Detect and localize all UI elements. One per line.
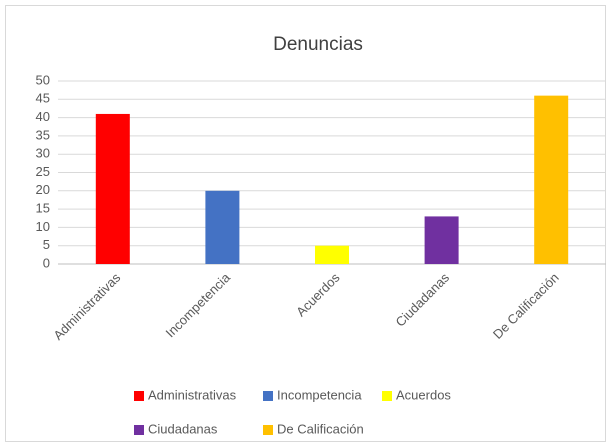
- legend-swatch: [134, 425, 144, 435]
- y-tick-label: 20: [36, 182, 50, 197]
- bar: [315, 245, 349, 264]
- legend-label: Administrativas: [148, 387, 237, 402]
- legend-label: De Calificación: [277, 421, 364, 436]
- bar: [534, 95, 569, 264]
- y-tick-label: 30: [36, 146, 50, 161]
- bar: [205, 190, 240, 264]
- legend-label: Acuerdos: [396, 387, 451, 402]
- y-tick-label: 35: [36, 127, 50, 142]
- chart-border: [5, 5, 606, 442]
- legend-swatch: [263, 425, 273, 435]
- y-tick-label: 40: [36, 109, 50, 124]
- legend-swatch: [382, 391, 392, 401]
- y-tick-label: 10: [36, 219, 50, 234]
- y-tick-label: 0: [43, 255, 50, 270]
- chart-title: Denuncias: [273, 34, 363, 55]
- y-tick-label: 5: [43, 237, 50, 252]
- bar: [95, 113, 130, 264]
- y-tick-label: 50: [36, 72, 50, 87]
- y-tick-label: 15: [36, 201, 50, 216]
- legend-swatch: [134, 391, 144, 401]
- y-tick-label: 25: [36, 164, 50, 179]
- y-tick-label: 45: [36, 91, 50, 106]
- bar: [424, 216, 459, 264]
- legend-label: Incompetencia: [277, 387, 362, 402]
- legend-label: Ciudadanas: [148, 421, 218, 436]
- legend-swatch: [263, 391, 273, 401]
